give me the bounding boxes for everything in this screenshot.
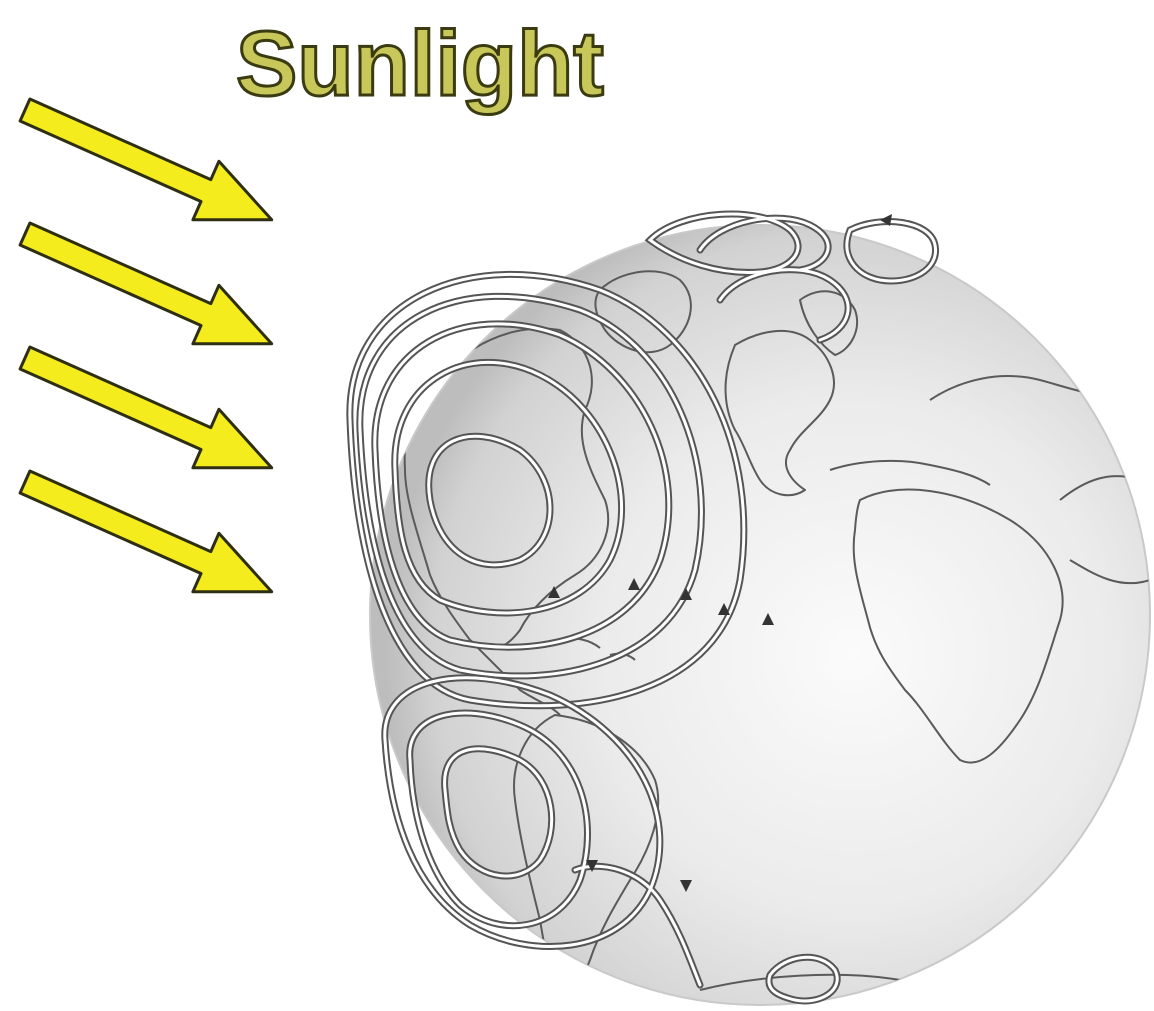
coastlines (403, 270, 1150, 1005)
sunlight-arrow-3 (18, 345, 274, 470)
sunlight-arrow-4 (18, 469, 274, 594)
antarctica-coast (699, 973, 901, 991)
south-atlantic-gyre (381, 674, 841, 1005)
sunlight-arrow-1 (18, 97, 274, 222)
globe-sphere (369, 224, 1151, 1006)
africa-coast (852, 488, 1064, 764)
sunlight-title: Sunlight (236, 13, 604, 115)
earth-globe (346, 210, 1151, 1006)
scandinavia-coast (799, 290, 858, 356)
mediterranean-coast (829, 459, 991, 486)
europe-coast (724, 329, 835, 497)
north-america-coast (403, 327, 610, 650)
north-atlantic-gyre (346, 210, 939, 710)
sunlight-arrow-2 (18, 221, 274, 346)
sunlight-arrows (18, 97, 274, 594)
